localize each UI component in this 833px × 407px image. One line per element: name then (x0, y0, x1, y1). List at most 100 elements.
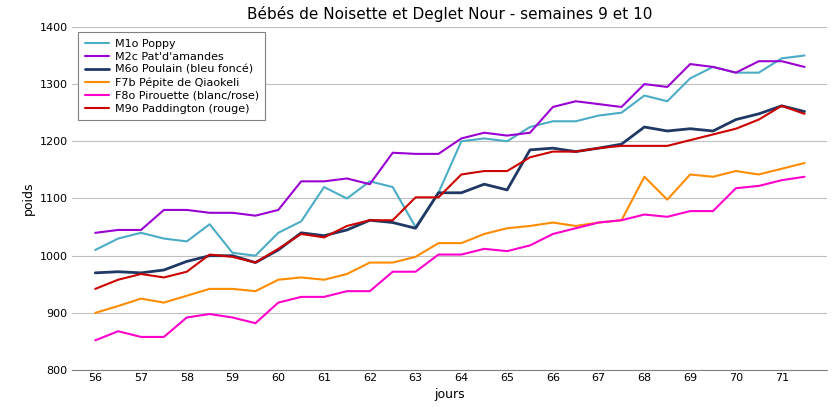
F7b Pépite de Qiaokeli (136, 296, 146, 301)
M2c Pat'd'amandes (800, 64, 810, 69)
F7b Pépite de Qiaokeli (251, 289, 261, 293)
M9o Paddington (rouge) (800, 112, 810, 116)
F8o Pirouette (blanc/rose) (800, 174, 810, 179)
M1o Poppy (205, 222, 215, 227)
F8o Pirouette (blanc/rose) (662, 214, 672, 219)
M2c Pat'd'amandes (433, 151, 443, 156)
M1o Poppy (800, 53, 810, 58)
M2c Pat'd'amandes (776, 59, 786, 63)
Line: M9o Paddington (rouge): M9o Paddington (rouge) (95, 106, 805, 289)
M2c Pat'd'amandes (525, 130, 535, 135)
M6o Poulain (bleu foncé) (754, 112, 764, 116)
M9o Paddington (rouge) (136, 271, 146, 276)
M9o Paddington (rouge) (251, 260, 261, 265)
F8o Pirouette (blanc/rose) (411, 269, 421, 274)
M9o Paddington (rouge) (616, 143, 626, 148)
M1o Poppy (273, 230, 283, 235)
M1o Poppy (387, 185, 397, 190)
Line: M6o Poulain (bleu foncé): M6o Poulain (bleu foncé) (95, 106, 805, 273)
M6o Poulain (bleu foncé) (273, 247, 283, 252)
M2c Pat'd'amandes (754, 59, 764, 63)
F8o Pirouette (blanc/rose) (251, 321, 261, 326)
F7b Pépite de Qiaokeli (571, 223, 581, 228)
M1o Poppy (365, 179, 375, 184)
M1o Poppy (182, 239, 192, 244)
F7b Pépite de Qiaokeli (525, 223, 535, 228)
M1o Poppy (594, 113, 604, 118)
M2c Pat'd'amandes (411, 151, 421, 156)
M9o Paddington (rouge) (90, 287, 100, 291)
F7b Pépite de Qiaokeli (479, 232, 489, 236)
F7b Pépite de Qiaokeli (297, 275, 307, 280)
M9o Paddington (rouge) (342, 223, 352, 228)
M2c Pat'd'amandes (297, 179, 307, 184)
M1o Poppy (411, 225, 421, 230)
F7b Pépite de Qiaokeli (800, 161, 810, 166)
Line: M1o Poppy: M1o Poppy (95, 55, 805, 256)
M2c Pat'd'amandes (319, 179, 329, 184)
M9o Paddington (rouge) (365, 218, 375, 223)
F8o Pirouette (blanc/rose) (159, 335, 169, 339)
M2c Pat'd'amandes (387, 150, 397, 155)
X-axis label: jours: jours (435, 388, 465, 401)
M1o Poppy (479, 136, 489, 141)
F7b Pépite de Qiaokeli (776, 166, 786, 171)
M2c Pat'd'amandes (502, 133, 512, 138)
M6o Poulain (bleu foncé) (113, 269, 123, 274)
M6o Poulain (bleu foncé) (297, 230, 307, 235)
M2c Pat'd'amandes (662, 85, 672, 90)
F7b Pépite de Qiaokeli (662, 197, 672, 202)
M1o Poppy (251, 253, 261, 258)
F8o Pirouette (blanc/rose) (754, 184, 764, 188)
F8o Pirouette (blanc/rose) (342, 289, 352, 293)
F7b Pépite de Qiaokeli (205, 287, 215, 291)
M9o Paddington (rouge) (205, 252, 215, 257)
M2c Pat'd'amandes (113, 228, 123, 232)
M6o Poulain (bleu foncé) (90, 270, 100, 275)
M6o Poulain (bleu foncé) (548, 146, 558, 151)
F8o Pirouette (blanc/rose) (297, 294, 307, 299)
M6o Poulain (bleu foncé) (571, 149, 581, 154)
M1o Poppy (708, 64, 718, 69)
M1o Poppy (686, 76, 696, 81)
F7b Pépite de Qiaokeli (731, 168, 741, 173)
M6o Poulain (bleu foncé) (387, 220, 397, 225)
M2c Pat'd'amandes (365, 182, 375, 187)
M2c Pat'd'amandes (205, 210, 215, 215)
M1o Poppy (319, 185, 329, 190)
F8o Pirouette (blanc/rose) (182, 315, 192, 320)
Line: F8o Pirouette (blanc/rose): F8o Pirouette (blanc/rose) (95, 177, 805, 340)
F8o Pirouette (blanc/rose) (113, 329, 123, 334)
F7b Pépite de Qiaokeli (159, 300, 169, 305)
M1o Poppy (456, 139, 466, 144)
Legend: M1o Poppy, M2c Pat'd'amandes, M6o Poulain (bleu foncé), F7b Pépite de Qiaokeli, : M1o Poppy, M2c Pat'd'amandes, M6o Poulai… (78, 33, 266, 120)
M9o Paddington (rouge) (273, 246, 283, 251)
F8o Pirouette (blanc/rose) (686, 209, 696, 214)
M6o Poulain (bleu foncé) (800, 109, 810, 114)
F8o Pirouette (blanc/rose) (548, 232, 558, 236)
F8o Pirouette (blanc/rose) (525, 243, 535, 248)
F8o Pirouette (blanc/rose) (640, 212, 650, 217)
M1o Poppy (136, 230, 146, 235)
M2c Pat'd'amandes (182, 208, 192, 212)
F8o Pirouette (blanc/rose) (319, 294, 329, 299)
F8o Pirouette (blanc/rose) (90, 338, 100, 343)
M2c Pat'd'amandes (159, 208, 169, 212)
F7b Pépite de Qiaokeli (113, 304, 123, 309)
M9o Paddington (rouge) (662, 143, 672, 148)
M1o Poppy (342, 196, 352, 201)
M2c Pat'd'amandes (640, 82, 650, 87)
F7b Pépite de Qiaokeli (411, 254, 421, 259)
M1o Poppy (640, 93, 650, 98)
F7b Pépite de Qiaokeli (319, 277, 329, 282)
M6o Poulain (bleu foncé) (776, 103, 786, 108)
M9o Paddington (rouge) (433, 195, 443, 200)
M9o Paddington (rouge) (159, 275, 169, 280)
M1o Poppy (548, 119, 558, 124)
M6o Poulain (bleu foncé) (594, 146, 604, 151)
F8o Pirouette (blanc/rose) (731, 186, 741, 190)
M9o Paddington (rouge) (640, 143, 650, 148)
M6o Poulain (bleu foncé) (686, 126, 696, 131)
F7b Pépite de Qiaokeli (342, 271, 352, 276)
M9o Paddington (rouge) (754, 117, 764, 122)
